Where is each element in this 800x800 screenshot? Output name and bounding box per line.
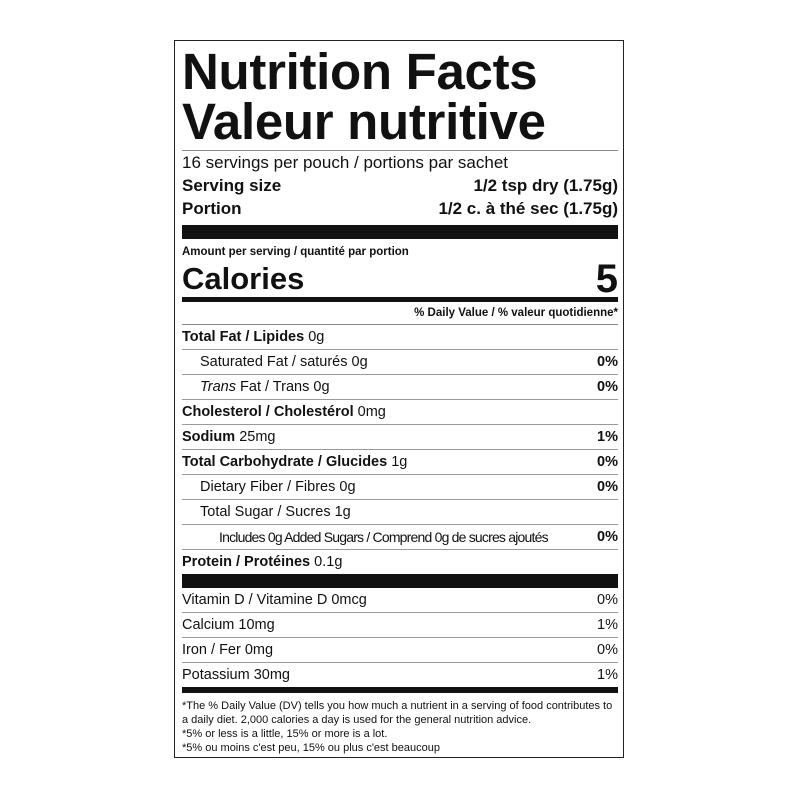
nutrient-row-protein: Protein / Protéines 0.1g [182,550,618,574]
divider [182,324,618,325]
nutrient-amount: 1g [334,504,351,520]
serving-size-value: 1/2 tsp dry (1.75g) [473,176,618,195]
nutrient-row-added-sugars: Includes 0g Added Sugars / Comprend 0g d… [182,525,618,550]
nutrient-name: Protein / Protéines [182,554,311,570]
nutrient-name: Saturated Fat / saturés [200,354,348,370]
footnote-english: *5% or less is a little, 15% or more is … [182,728,388,740]
footnote-daily-value: *The % Daily Value (DV) tells you how mu… [182,700,613,726]
nutrient-amount: 0g [308,329,325,345]
vitamin-dv: 1% [597,617,618,633]
nutrient-row-trans-fat: Trans Fat / Trans 0g 0% [182,375,618,400]
nutrient-row-total-carbohydrate: Total Carbohydrate / Glucides 1g 0% [182,450,618,475]
nutrient-amount: 0g [339,479,356,495]
footnotes: *The % Daily Value (DV) tells you how mu… [182,699,618,755]
nutrient-dv: 0% [597,479,618,495]
title-french: Valeur nutritive [182,93,546,150]
vitamin-name: Vitamin D / Vitamine D 0mcg [182,592,367,608]
footnote-french: *5% ou moins c'est peu, 15% ou plus c'es… [182,742,440,754]
vitamin-row-potassium: Potassium 30mg 1% [182,663,618,687]
vitamin-dv: 0% [597,592,618,608]
nutrient-row-sodium: Sodium 25mg 1% [182,425,618,450]
nutrient-amount: 1g [391,454,408,470]
nutrition-facts-label: Nutrition Facts Valeur nutritive 16 serv… [174,40,624,758]
servings-per-container: 16 servings per pouch / portions par sac… [182,153,509,172]
vitamin-row-iron: Iron / Fer 0mg 0% [182,638,618,663]
nutrient-name: Total Carbohydrate / Glucides [182,454,388,470]
vitamin-dv: 0% [597,642,618,658]
nutrient-name: Cholesterol / Cholestérol [182,404,354,420]
nutrient-name: Total Sugar / Sucres [200,504,331,520]
thick-divider [182,574,618,588]
nutrient-amount: 0g [313,379,330,395]
nutrient-row-total-sugar: Total Sugar / Sucres 1g [182,500,618,525]
portion-value: 1/2 c. à thé sec (1.75g) [438,199,618,218]
nutrient-dv: 0% [597,354,618,370]
vitamin-name: Potassium 30mg [182,667,290,683]
calories-value: 5 [595,257,618,301]
nutrient-amount: 25mg [239,429,276,445]
calories-row: Calories 5 [182,257,618,301]
serving-size-row: Serving size 1/2 tsp dry (1.75g) [182,174,618,197]
nutrient-dv: 0% [597,529,618,545]
vitamin-name: Iron / Fer 0mg [182,642,274,658]
nutrient-row-saturated-fat: Saturated Fat / saturés 0g 0% [182,350,618,375]
nutrient-name: Total Fat / Lipides [182,329,305,345]
nutrient-row-cholesterol: Cholesterol / Cholestérol 0mg [182,400,618,425]
nutrient-amount: 0mg [357,404,386,420]
nutrient-row-total-fat: Total Fat / Lipides 0g [182,325,618,350]
vitamin-row-vitamin-d: Vitamin D / Vitamine D 0mcg 0% [182,588,618,613]
nutrient-amount: 0g [351,354,368,370]
nutrient-row-dietary-fiber: Dietary Fiber / Fibres 0g 0% [182,475,618,500]
divider [182,150,618,151]
nutrient-name: Includes 0g Added Sugars / Comprend 0g d… [219,529,549,545]
medium-divider [182,297,618,302]
medium-divider [182,687,618,693]
nutrient-dv: 1% [597,429,618,445]
nutrient-name: Dietary Fiber / Fibres [200,479,336,495]
nutrient-dv: 0% [597,379,618,395]
amount-per-serving: Amount per serving / quantité par portio… [182,246,409,258]
calories-label: Calories [182,261,305,296]
nutrient-name-italic: Trans [200,379,236,395]
portion-row: Portion 1/2 c. à thé sec (1.75g) [182,197,618,220]
thick-divider [182,225,618,239]
nutrient-name: Sodium [182,429,236,445]
serving-size-label: Serving size [182,176,282,195]
nutrient-name: Fat / Trans [240,379,310,395]
daily-value-header: % Daily Value / % valeur quotidienne* [414,307,618,319]
nutrient-dv: 0% [597,454,618,470]
vitamin-dv: 1% [597,667,618,683]
vitamin-row-calcium: Calcium 10mg 1% [182,613,618,638]
portion-label: Portion [182,199,242,218]
title-english: Nutrition Facts [182,43,538,100]
vitamin-name: Calcium 10mg [182,617,275,633]
nutrient-amount: 0.1g [314,554,343,570]
